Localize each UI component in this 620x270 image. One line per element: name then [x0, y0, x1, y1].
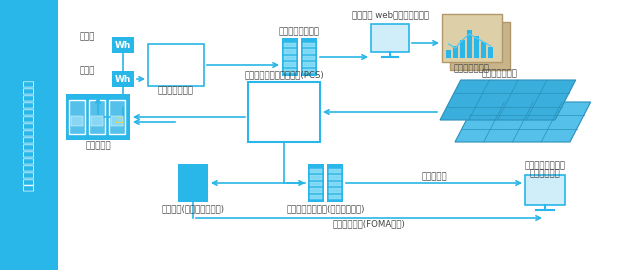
- Bar: [66, 94, 130, 140]
- Text: 太陽光発電設備: 太陽光発電設備: [482, 69, 518, 79]
- Bar: [481, 42, 486, 58]
- Text: お客さま webサービスで確認: お客さま webサービスで確認: [352, 11, 428, 19]
- Bar: [310, 194, 322, 199]
- Bar: [310, 175, 322, 180]
- Bar: [327, 164, 343, 202]
- Bar: [303, 49, 315, 54]
- Bar: [446, 50, 451, 58]
- Text: Wh: Wh: [115, 40, 131, 49]
- Text: 太陽光発電設備　監視業務イメージ: 太陽光発電設備 監視業務イメージ: [22, 79, 35, 191]
- Text: 保安協会サーバー: 保安協会サーバー: [279, 28, 320, 36]
- Bar: [303, 43, 315, 48]
- Bar: [488, 47, 493, 58]
- Bar: [284, 56, 296, 60]
- Text: 警報情報送信(FOMA回線): 警報情報送信(FOMA回線): [332, 220, 405, 228]
- Bar: [178, 164, 208, 202]
- Bar: [474, 36, 479, 58]
- Text: Wh: Wh: [115, 75, 131, 83]
- Text: 監視装置(停電・異常検出): 監視装置(停電・異常検出): [161, 204, 224, 214]
- Bar: [111, 116, 123, 126]
- Bar: [89, 100, 105, 134]
- Bar: [284, 62, 296, 67]
- Bar: [284, 69, 296, 73]
- Bar: [467, 30, 472, 58]
- Bar: [450, 22, 510, 70]
- Bar: [71, 116, 83, 126]
- Bar: [303, 62, 315, 67]
- Bar: [453, 46, 458, 58]
- Bar: [329, 194, 341, 199]
- Bar: [301, 38, 317, 76]
- Bar: [329, 175, 341, 180]
- Bar: [148, 44, 204, 86]
- Text: 九州電気保安協会: 九州電気保安協会: [525, 161, 565, 170]
- Text: 発電設備監視装置(お客さま設置): 発電設備監視装置(お客さま設置): [286, 204, 365, 214]
- Bar: [303, 69, 315, 73]
- Bar: [303, 56, 315, 60]
- Polygon shape: [455, 102, 591, 142]
- Bar: [329, 169, 341, 173]
- Bar: [248, 82, 320, 142]
- Bar: [442, 14, 502, 62]
- Text: ⚠: ⚠: [115, 115, 123, 125]
- Text: 太陽光発電設備: 太陽光発電設備: [454, 65, 490, 73]
- Text: 電力量監視装置: 電力量監視装置: [158, 86, 194, 96]
- Bar: [460, 40, 465, 58]
- Bar: [112, 37, 134, 53]
- Bar: [329, 188, 341, 193]
- Bar: [0, 0, 58, 270]
- Text: 売電用: 売電用: [80, 32, 95, 42]
- Bar: [310, 188, 322, 193]
- Bar: [69, 100, 85, 134]
- Bar: [112, 71, 134, 87]
- Text: 受変電設備: 受変電設備: [85, 141, 111, 150]
- Bar: [109, 100, 125, 134]
- Bar: [284, 49, 296, 54]
- Text: 買電用: 買電用: [80, 66, 95, 76]
- Bar: [525, 175, 565, 205]
- Bar: [91, 116, 103, 126]
- Text: 監視システム: 監視システム: [529, 170, 560, 178]
- Bar: [371, 24, 409, 52]
- Bar: [329, 182, 341, 186]
- Bar: [310, 169, 322, 173]
- Bar: [284, 43, 296, 48]
- Bar: [308, 164, 324, 202]
- Bar: [282, 38, 298, 76]
- Bar: [310, 182, 322, 186]
- Text: メール送信: メール送信: [421, 173, 447, 181]
- Polygon shape: [440, 80, 576, 120]
- Text: パワーコンディショナー(PCS): パワーコンディショナー(PCS): [244, 70, 324, 79]
